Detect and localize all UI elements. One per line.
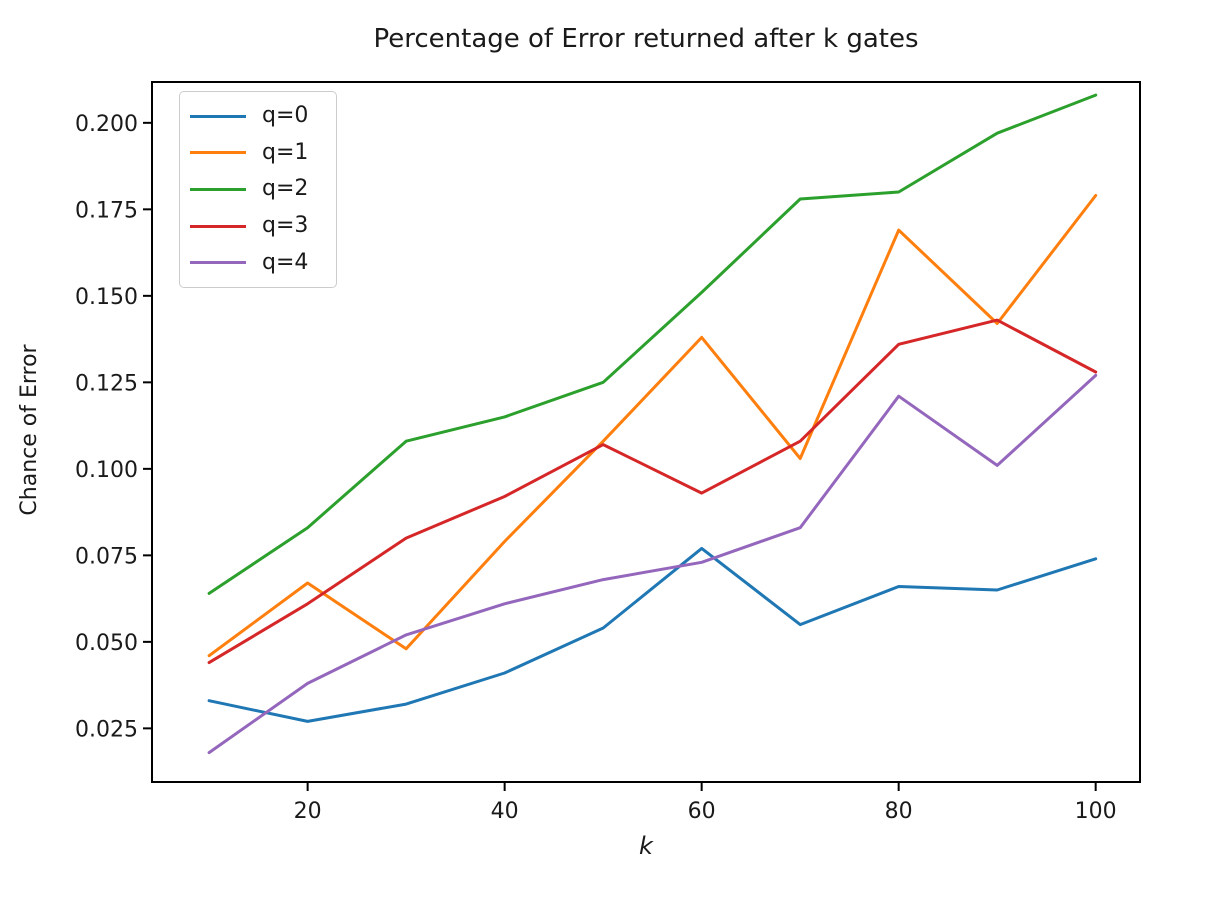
y-tick-label: 0.125 <box>75 371 138 396</box>
x-axis-label: k <box>639 832 653 860</box>
legend-line-sample <box>190 114 246 118</box>
y-axis-label: Chance of Error <box>17 344 42 516</box>
legend-label: q=2 <box>262 176 309 202</box>
axes-spines <box>151 81 1141 783</box>
legend-line-sample <box>190 261 246 265</box>
x-tick-label: 100 <box>1075 799 1117 824</box>
y-tick-label: 0.075 <box>75 544 138 569</box>
y-tick-label: 0.050 <box>75 631 138 656</box>
y-tick-label: 0.150 <box>75 285 138 310</box>
y-tick-label: 0.025 <box>75 717 138 742</box>
legend: q=0 q=1 q=2 q=3 q=4 <box>179 91 337 288</box>
x-tick-label: 60 <box>688 799 716 824</box>
series-line-q=1 <box>207 194 1098 658</box>
legend-label: q=0 <box>262 103 309 129</box>
legend-item-q=3: q=3 <box>190 215 336 237</box>
series-line-q=3 <box>207 318 1098 665</box>
legend-label: q=1 <box>262 139 309 165</box>
series-line-q=2 <box>207 93 1098 595</box>
legend-item-q=2: q=2 <box>190 178 336 200</box>
legend-item-q=1: q=1 <box>190 139 336 165</box>
x-tick-label: 40 <box>491 799 519 824</box>
series-line-q=4 <box>207 373 1098 755</box>
x-tick-label: 80 <box>885 799 913 824</box>
chart-title: Percentage of Error returned after k gat… <box>373 24 919 54</box>
y-tick-label: 0.175 <box>75 198 138 223</box>
series-line-q=0 <box>207 546 1098 723</box>
legend-item-q=4: q=4 <box>190 249 336 275</box>
legend-line-sample <box>190 224 246 228</box>
legend-label: q=4 <box>262 249 309 275</box>
legend-label: q=3 <box>262 213 309 239</box>
legend-line-sample <box>190 151 246 155</box>
x-tick-label: 20 <box>294 799 322 824</box>
legend-item-q=0: q=0 <box>190 105 336 127</box>
y-tick-label: 0.100 <box>75 458 138 483</box>
y-tick-label: 0.200 <box>75 112 138 137</box>
legend-line-sample <box>190 187 246 191</box>
